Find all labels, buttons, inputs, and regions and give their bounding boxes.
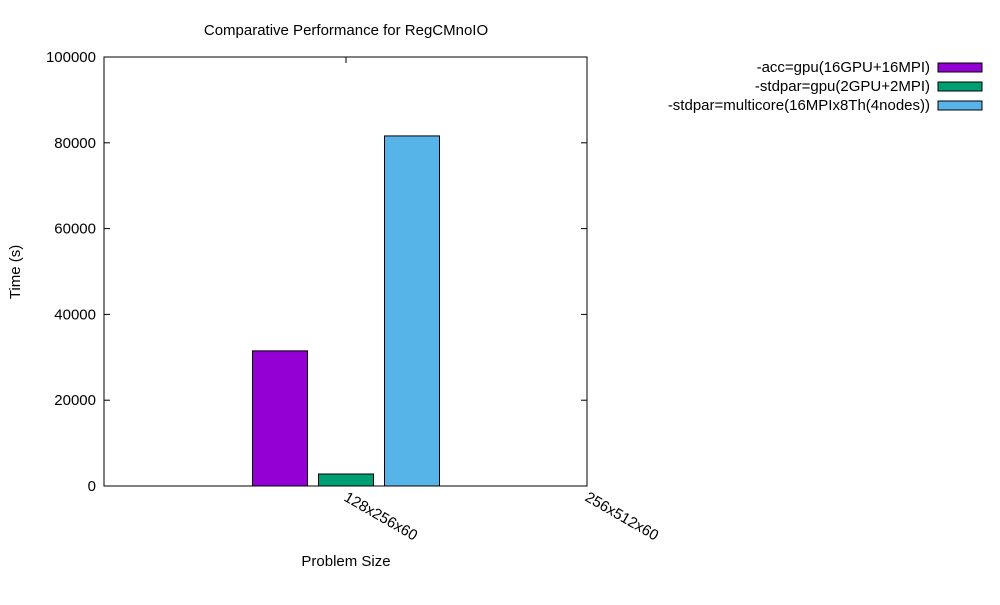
legend-swatch (937, 62, 983, 73)
legend-swatch (937, 81, 983, 92)
x-tick-label: 256x512x60 (582, 489, 661, 545)
y-axis-label: Time (s) (7, 245, 24, 299)
y-tick-label: 20000 (54, 392, 96, 409)
x-axis-label: Problem Size (301, 553, 390, 570)
legend-swatch (937, 100, 983, 111)
bar-series-1 (252, 350, 308, 487)
plot-area: 0 20000 40000 60000 80000 100000 128x256x60 256… (46, 49, 661, 544)
y-tick-label: 100000 (46, 49, 96, 66)
x-tick-label: 128x256x60 (341, 489, 420, 545)
legend: -acc=gpu(16GPU+16MPI) -stdpar=gpu(2GPU+2M… (668, 59, 983, 114)
y-tick-label: 80000 (54, 135, 96, 152)
y-tick-label: 40000 (54, 306, 96, 323)
plot-frame (103, 56, 588, 487)
legend-label: -acc=gpu(16GPU+16MPI) (757, 59, 930, 76)
legend-label: -stdpar=multicore(16MPIx8Th(4nodes)) (668, 97, 930, 114)
bar-series-2 (318, 473, 374, 487)
chart-title: Comparative Performance for RegCMnoIO (204, 22, 488, 39)
legend-label: -stdpar=gpu(2GPU+2MPI) (755, 78, 930, 95)
y-tick-label: 60000 (54, 221, 96, 238)
bar-series-3 (384, 135, 440, 487)
y-tick-label: 0 (88, 478, 96, 495)
